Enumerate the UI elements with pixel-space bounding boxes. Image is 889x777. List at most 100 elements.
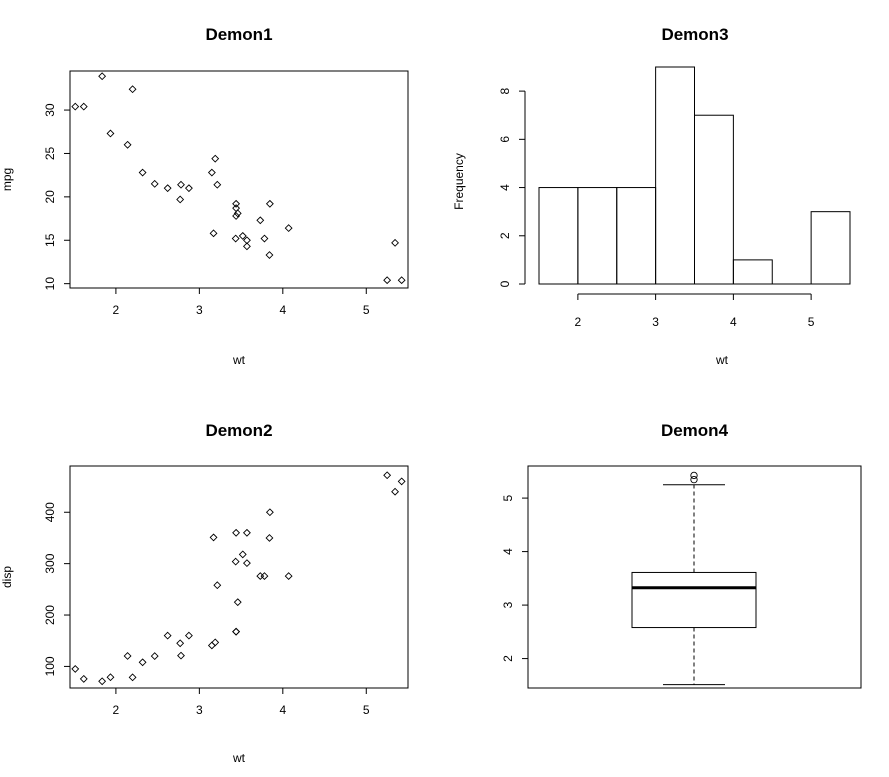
histogram-bar	[616, 187, 657, 285]
data-point	[79, 102, 88, 111]
data-point	[232, 528, 241, 537]
histogram-bar	[732, 259, 773, 285]
data-point	[391, 487, 400, 496]
data-point	[71, 664, 80, 673]
y-axis: 2 3 4 5	[501, 494, 529, 662]
chart-title: Demon4	[661, 421, 729, 440]
data-point	[397, 477, 406, 486]
data-point	[242, 528, 251, 537]
x-axis: 2 3 4 5	[575, 293, 815, 329]
y-tick-label: 25	[43, 146, 57, 160]
data-point	[265, 251, 274, 259]
data-points	[71, 471, 406, 686]
y-axis-label: Frequency	[452, 153, 466, 210]
data-point	[213, 180, 222, 189]
histogram-bar	[810, 211, 851, 285]
y-tick-label: 4	[498, 184, 512, 191]
data-point	[260, 572, 269, 581]
data-point	[213, 581, 222, 590]
data-point	[397, 276, 406, 285]
x-axis-label: wt	[715, 353, 729, 367]
histogram-bar	[655, 66, 695, 285]
data-point	[211, 638, 220, 647]
panel-demon2: Demon2 2 3 4 5 100 200 300 400 wt disp	[0, 421, 409, 765]
plot-frame	[69, 465, 409, 689]
data-point	[123, 140, 132, 149]
x-tick-label: 5	[363, 303, 370, 317]
data-point	[256, 216, 265, 225]
data-point	[184, 184, 193, 193]
data-point	[231, 557, 240, 566]
data-point	[177, 180, 185, 189]
data-point	[238, 231, 247, 240]
y-tick-label: 10	[43, 277, 57, 291]
data-point	[284, 224, 293, 233]
data-point	[233, 209, 242, 218]
data-point	[207, 168, 216, 177]
data-point	[176, 195, 185, 204]
x-tick-label: 5	[363, 703, 370, 717]
data-point	[238, 550, 247, 559]
y-axis: 100 200 300 400	[43, 502, 71, 676]
panel-demon3: Demon3 2 3 4 5 0 2 4 6 8 wt Frequency	[452, 25, 851, 367]
y-tick-label: 2	[498, 232, 512, 239]
panel-demon1: Demon1 2 3 4 5 10 15 20 25 30 wt mpg	[0, 25, 409, 367]
data-point	[231, 234, 240, 243]
data-point	[98, 677, 107, 686]
y-tick-label: 400	[43, 502, 57, 522]
data-point	[232, 199, 241, 208]
data-point	[150, 652, 159, 661]
x-axis-label: wt	[232, 751, 246, 765]
y-tick-label: 4	[501, 548, 515, 555]
outlier-point	[690, 471, 698, 480]
data-point	[383, 276, 392, 285]
data-point	[265, 534, 274, 542]
data-point	[383, 471, 392, 480]
data-point	[79, 674, 88, 683]
data-point	[128, 85, 137, 94]
outlier-point	[690, 475, 698, 484]
data-point	[106, 673, 115, 682]
y-tick-label: 3	[501, 601, 515, 608]
x-tick-label: 2	[113, 303, 120, 317]
y-axis: 10 15 20 25 30	[43, 103, 71, 291]
data-point	[150, 179, 159, 188]
y-axis: 0 2 4 6 8	[498, 87, 526, 287]
data-point	[209, 229, 218, 238]
histogram-bar	[694, 114, 734, 285]
chart-title: Demon2	[205, 421, 272, 440]
data-point	[233, 598, 242, 607]
x-axis: 2 3 4 5	[113, 687, 370, 717]
y-tick-label: 30	[43, 103, 57, 117]
y-tick-label: 20	[43, 190, 57, 204]
x-tick-label: 5	[808, 315, 815, 329]
histogram-bars	[538, 66, 851, 285]
data-point	[232, 627, 241, 636]
y-tick-label: 5	[501, 494, 515, 501]
y-axis-label: mpg	[0, 168, 14, 191]
x-tick-label: 4	[279, 303, 286, 317]
y-axis-label: disp	[0, 566, 14, 588]
data-point	[177, 651, 185, 660]
y-tick-label: 200	[43, 605, 57, 625]
data-point	[242, 236, 251, 245]
data-point	[265, 508, 274, 517]
data-point	[211, 154, 220, 163]
data-point	[138, 658, 147, 667]
y-tick-label: 8	[498, 87, 512, 94]
x-tick-label: 3	[196, 303, 203, 317]
data-point	[184, 631, 193, 640]
data-point	[242, 559, 251, 568]
data-point	[106, 129, 115, 138]
y-tick-label: 6	[498, 136, 512, 143]
data-point	[207, 641, 216, 650]
x-tick-label: 3	[652, 315, 659, 329]
x-tick-label: 4	[279, 703, 286, 717]
box-iqr	[631, 571, 757, 629]
data-point	[209, 533, 218, 542]
y-tick-label: 2	[501, 655, 515, 662]
chart-title: Demon1	[205, 25, 272, 44]
data-point	[232, 627, 241, 636]
data-point	[123, 652, 132, 660]
data-point	[391, 238, 400, 247]
